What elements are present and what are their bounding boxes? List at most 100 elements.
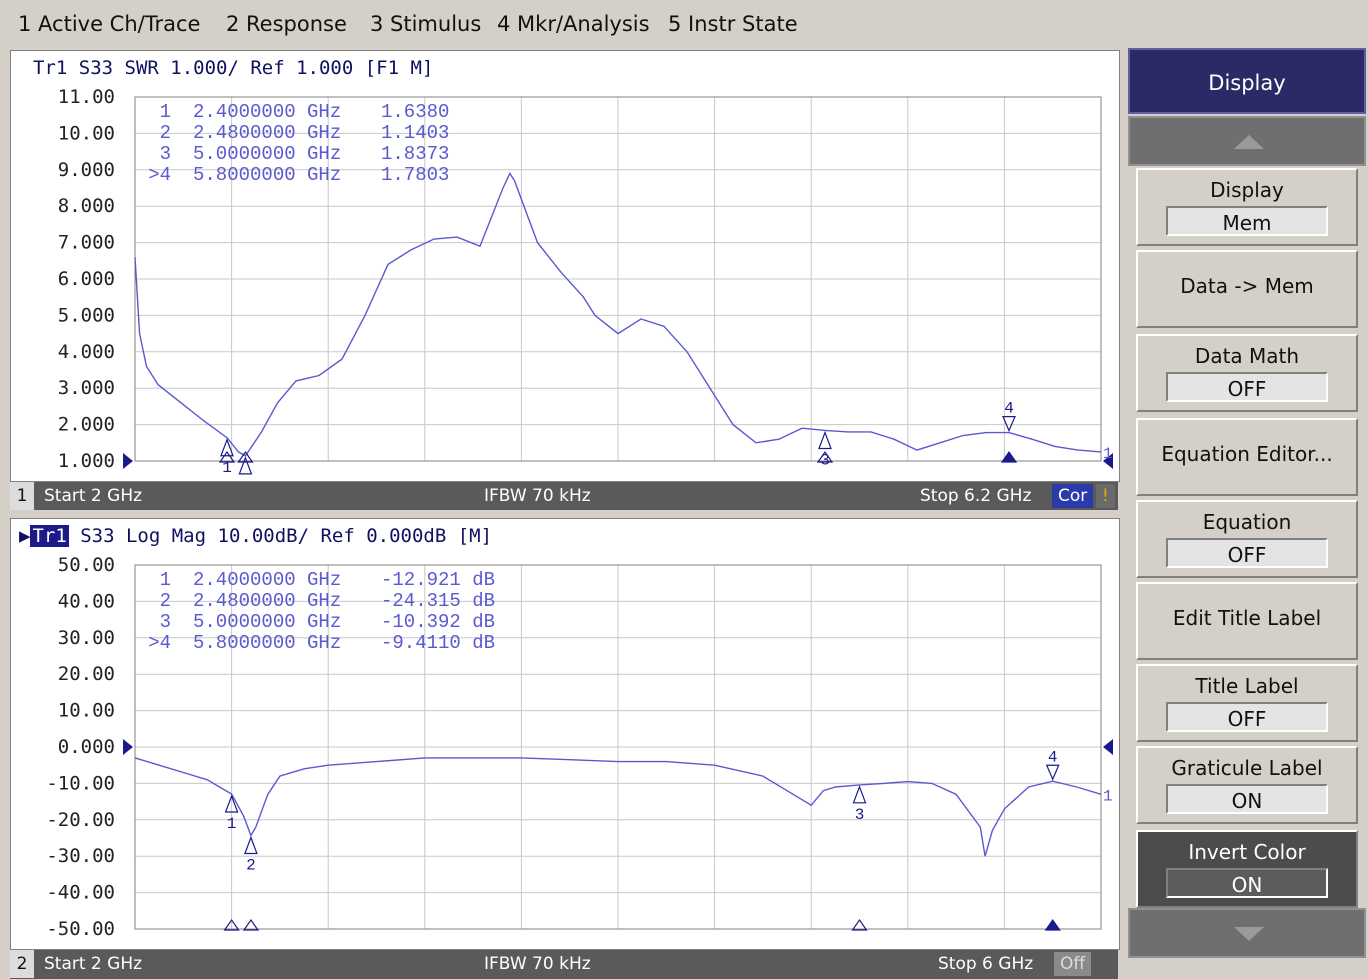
edit-title-label-button[interactable]: Edit Title Label — [1136, 582, 1358, 660]
channel-1-trace-title[interactable]: Tr1 S33 SWR 1.000/ Ref 1.000 [F1 M] — [33, 57, 434, 79]
y-tick-label: 50.00 — [58, 554, 115, 576]
channel-1-stop-freq[interactable]: Stop 6.2 GHz — [920, 486, 1032, 506]
marker-flag — [238, 456, 253, 475]
channel-2-ifbw[interactable]: IFBW 70 kHz — [484, 954, 591, 974]
y-tick-label: 4.000 — [58, 341, 115, 363]
scroll-down-button[interactable] — [1128, 908, 1366, 958]
marker-freq: 5.0000000 GHz — [193, 143, 341, 165]
channel-2-title-text: S33 Log Mag 10.00dB/ Ref 0.000dB [M] — [80, 525, 493, 547]
marker-value: 1.6380 — [381, 101, 449, 123]
stimulus-marker-triangle — [816, 450, 834, 463]
equation-editor-button[interactable]: Equation Editor... — [1136, 418, 1358, 496]
marker-freq: 2.4000000 GHz — [193, 569, 341, 591]
marker-value: -24.315 dB — [381, 590, 495, 612]
plot-frame — [134, 96, 1102, 462]
stimulus-marker-triangle — [851, 918, 868, 931]
marker-num: 2 — [160, 122, 171, 144]
marker-freq: 2.4800000 GHz — [193, 590, 341, 612]
equation-button[interactable]: Equation OFF — [1136, 500, 1358, 578]
trace-line — [134, 171, 1102, 457]
display-mem-button[interactable]: Display Mem — [1136, 168, 1358, 246]
equation-value: OFF — [1166, 538, 1328, 568]
display-label: Display — [1210, 178, 1284, 202]
marker-num: 2 — [160, 590, 171, 612]
data-math-button[interactable]: Data Math OFF — [1136, 334, 1358, 412]
marker-num: 1 — [160, 101, 171, 123]
warning-badge: ! — [1096, 484, 1115, 508]
data-math-value: OFF — [1166, 372, 1328, 402]
correction-badge: Cor — [1052, 484, 1094, 508]
y-tick-label: 11.00 — [58, 86, 115, 108]
channel-1-window[interactable]: Tr1 S33 SWR 1.000/ Ref 1.000 [F1 M] 11.0… — [10, 50, 1120, 482]
menu-stimulus[interactable]: 3 Stimulus — [370, 12, 482, 36]
channel-2-trace-title[interactable]: ▶ Tr1 S33 Log Mag 10.00dB/ Ref 0.000dB [M… — [19, 525, 493, 547]
marker-freq: 5.8000000 GHz — [193, 632, 341, 654]
graticule-label-value: ON — [1166, 784, 1328, 814]
graticule-label-button[interactable]: Graticule Label ON — [1136, 746, 1358, 824]
title-label-value: OFF — [1166, 702, 1328, 732]
softkey-menu-title: Display — [1128, 48, 1366, 114]
equation-editor-label: Equation Editor... — [1161, 442, 1333, 466]
title-label-label: Title Label — [1195, 674, 1299, 698]
channel-2-stop-freq[interactable]: Stop 6 GHz — [938, 954, 1034, 974]
graticule-label-label: Graticule Label — [1171, 756, 1323, 780]
marker-num: >4 — [148, 164, 171, 186]
softkey-panel: Display Display Mem Data -> Mem Data Mat… — [1126, 46, 1368, 979]
y-tick-label: 9.000 — [58, 159, 115, 181]
marker-freq: 2.4000000 GHz — [193, 101, 341, 123]
channel-2-start-freq[interactable]: Start 2 GHz — [44, 954, 143, 974]
active-trace-label[interactable]: Tr1 — [30, 525, 69, 547]
marker-freq: 5.8000000 GHz — [193, 164, 341, 186]
y-tick-label: 10.00 — [58, 122, 115, 144]
menu-mkr-analysis[interactable]: 4 Mkr/Analysis — [497, 12, 650, 36]
marker-flag — [1045, 764, 1060, 781]
invert-color-value: ON — [1166, 868, 1328, 898]
marker-flag-label: 3 — [855, 806, 865, 824]
menu-instr-state[interactable]: 5 Instr State — [668, 12, 798, 36]
stimulus-marker-triangle — [237, 450, 254, 463]
y-tick-label: 1.000 — [58, 450, 115, 472]
marker-num: >4 — [148, 632, 171, 654]
edit-title-label-label: Edit Title Label — [1172, 606, 1322, 630]
marker-flag-label: 1 — [227, 815, 237, 833]
scroll-up-button[interactable] — [1128, 116, 1366, 166]
title-label-button[interactable]: Title Label OFF — [1136, 664, 1358, 742]
marker-flag-label: 4 — [1004, 400, 1014, 418]
ref-level-arrow-right — [1103, 453, 1113, 469]
data-to-mem-label: Data -> Mem — [1180, 274, 1314, 298]
invert-color-button[interactable]: Invert Color ON — [1136, 830, 1358, 908]
trace-line — [134, 757, 1102, 857]
menu-response[interactable]: 2 Response — [226, 12, 347, 36]
marker-flag-label: 3 — [820, 452, 830, 470]
marker-flag — [244, 835, 258, 855]
marker-flag-label: 2 — [246, 857, 256, 875]
trace-end-label: 1 — [1103, 787, 1113, 805]
channel-2-plot[interactable]: 50.00 40.00 30.00 20.00 10.00 0.000 -10.00 -20.… — [11, 519, 1117, 947]
y-tick-label: 8.000 — [58, 195, 115, 217]
menu-active-ch-trace[interactable]: 1 Active Ch/Trace — [18, 12, 201, 36]
channel-1-start-freq[interactable]: Start 2 GHz — [44, 486, 143, 506]
marker-flag-label: 1 — [222, 459, 232, 477]
y-tick-label: 10.00 — [58, 700, 115, 722]
y-tick-label: 2.000 — [58, 414, 115, 436]
channel-1-plot[interactable]: 11.00 10.00 9.000 8.000 7.000 6.000 5.000 4.000… — [11, 51, 1117, 479]
channel-2-number[interactable]: 2 — [10, 950, 34, 978]
y-tick-label: 5.000 — [58, 304, 115, 326]
marker-flag — [818, 430, 832, 450]
correction-off-badge: Off — [1054, 952, 1092, 976]
stimulus-marker-triangle — [1000, 450, 1018, 463]
stimulus-marker-triangle — [242, 918, 260, 931]
marker-num: 3 — [160, 611, 171, 633]
up-arrow-icon — [1234, 135, 1264, 149]
marker-num: 3 — [160, 143, 171, 165]
channel-1-ifbw[interactable]: IFBW 70 kHz — [484, 486, 591, 506]
channel-2-window[interactable]: ▶ Tr1 S33 Log Mag 10.00dB/ Ref 0.000dB [M… — [10, 518, 1120, 950]
marker-flag-label: 4 — [1048, 748, 1058, 766]
down-arrow-icon — [1234, 927, 1264, 941]
stimulus-marker-triangle — [1044, 918, 1061, 931]
data-to-mem-button[interactable]: Data -> Mem — [1136, 250, 1358, 328]
channel-1-number[interactable]: 1 — [10, 482, 34, 510]
marker-flag — [1002, 415, 1016, 433]
channel-1-status-bar: 1 Start 2 GHz IFBW 70 kHz Stop 6.2 GHz C… — [10, 482, 1118, 510]
y-tick-label: 6.000 — [58, 268, 115, 290]
